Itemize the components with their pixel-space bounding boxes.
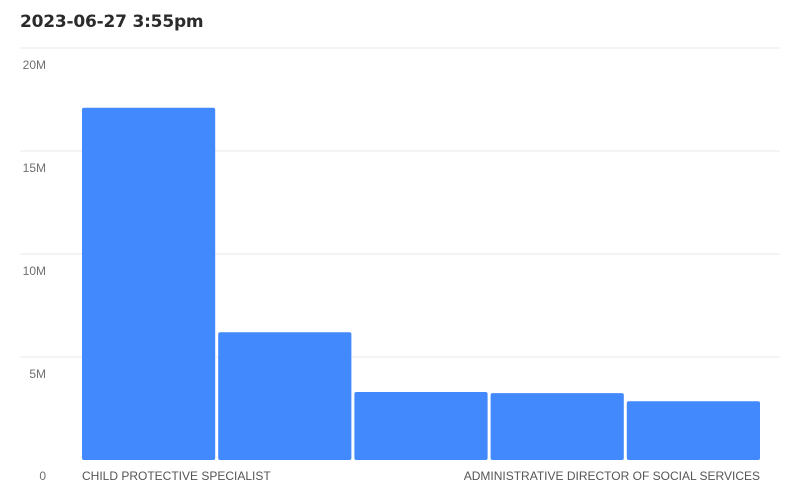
x-category-label: ADMINISTRATIVE DIRECTOR OF SOCIAL SERVIC… — [464, 469, 760, 483]
bar-5[interactable] — [626, 401, 760, 460]
x-axis-category-labels: CHILD PROTECTIVE SPECIALIST ADMINISTRATIV… — [82, 469, 760, 483]
bars — [82, 107, 760, 460]
chart-title: 2023-06-27 3:55pm — [20, 12, 204, 32]
y-tick-label: 10M — [23, 264, 46, 278]
y-tick-label: 20M — [23, 58, 46, 72]
y-tick-label: 15M — [23, 161, 46, 175]
y-tick-label: 5M — [29, 367, 46, 381]
grid-lines — [20, 47, 780, 358]
y-axis-tick-labels: 0 5M 10M 15M 20M — [23, 58, 47, 483]
bar-4[interactable] — [490, 393, 624, 460]
bar-1[interactable] — [82, 107, 216, 460]
bar-2[interactable] — [218, 332, 352, 460]
bar-3[interactable] — [354, 392, 488, 460]
y-tick-label: 0 — [39, 469, 46, 483]
x-category-label: CHILD PROTECTIVE SPECIALIST — [82, 469, 271, 483]
